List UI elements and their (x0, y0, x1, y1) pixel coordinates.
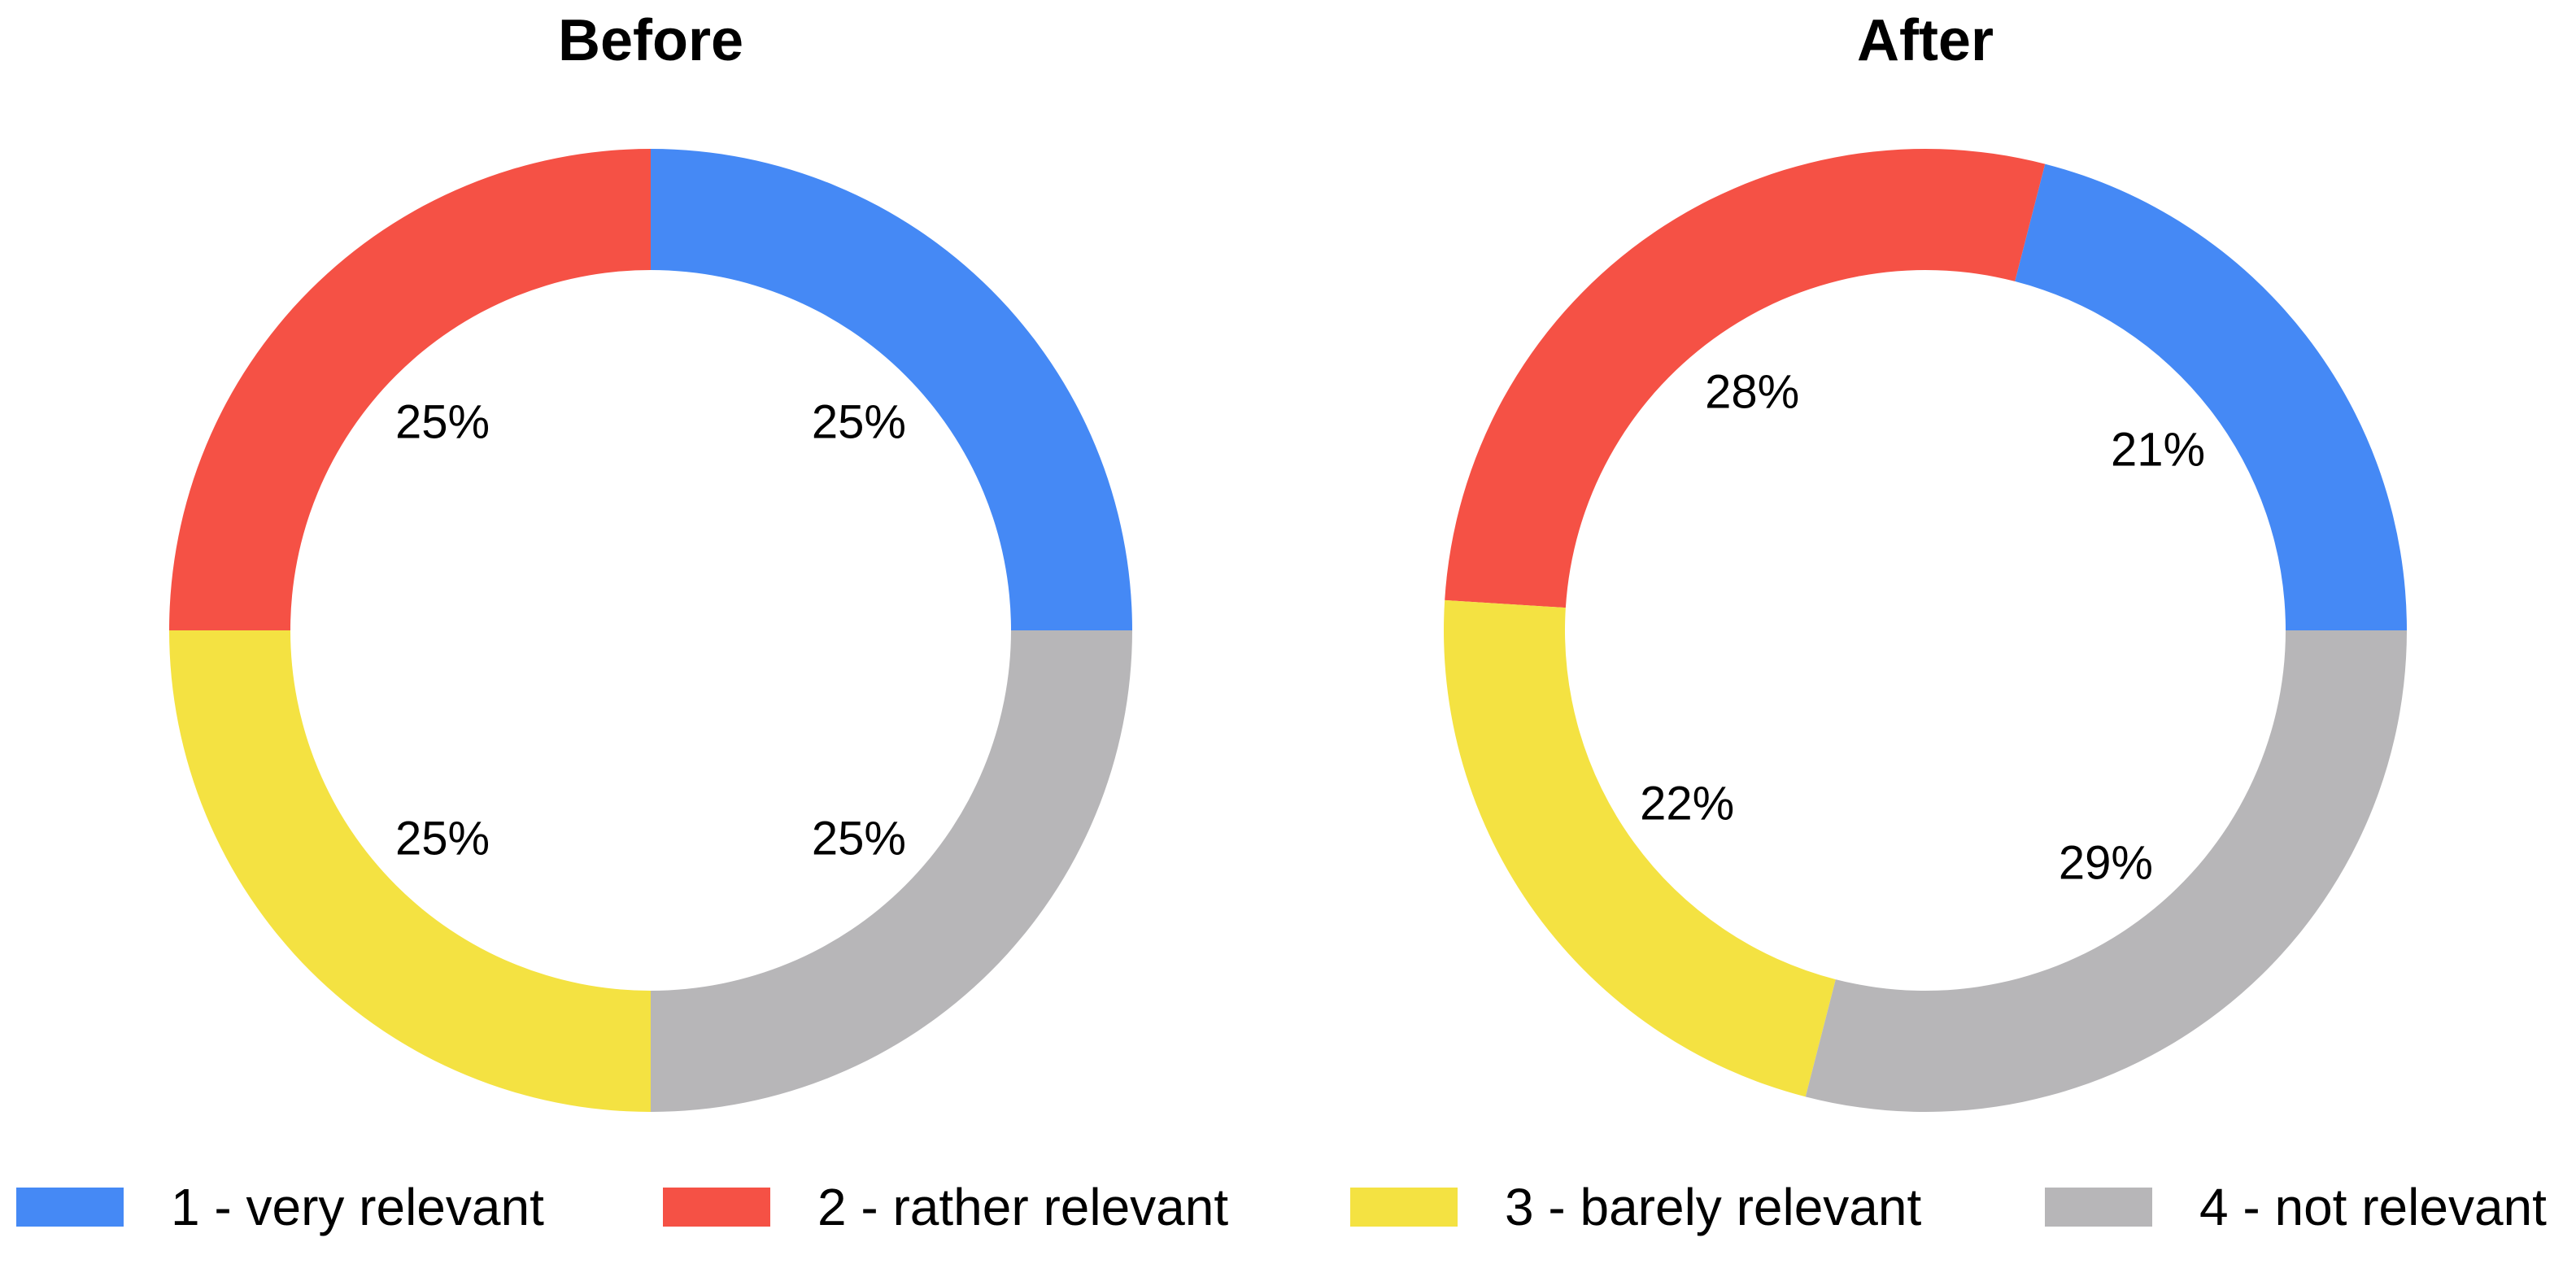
after-percent-labels: 21% 28% 22% 29% (1640, 366, 2205, 890)
after-slice-3-barely-relevant (1444, 599, 1836, 1097)
after-slices (1444, 149, 2407, 1113)
before-slices (169, 149, 1132, 1112)
legend-swatch (1350, 1188, 1458, 1227)
legend-swatch (2045, 1188, 2152, 1227)
after-slice-4-not-relevant (1805, 630, 2407, 1113)
legend-label: 4 - not relevant (2199, 1178, 2547, 1236)
legend-swatch (16, 1188, 124, 1227)
after-slice-2-rather-relevant (1445, 149, 2046, 608)
before-percent-label-4-not-relevant: 25% (812, 812, 906, 865)
legend-item-2-rather-relevant: 2 - rather relevant (663, 1178, 1228, 1236)
before-percent-label-1-very-relevant: 25% (812, 396, 906, 449)
legend-label: 1 - very relevant (171, 1178, 544, 1236)
before-donut-chart: Before 25% 25% 25% 25% (169, 8, 1132, 1112)
before-slice-3-barely-relevant (169, 630, 651, 1112)
legend-label: 3 - barely relevant (1505, 1178, 1921, 1236)
after-percent-label-2-rather-relevant: 28% (1705, 366, 1799, 419)
legend-item-1-very-relevant: 1 - very relevant (16, 1178, 544, 1236)
after-percent-label-3-barely-relevant: 22% (1640, 777, 1734, 830)
before-slice-4-not-relevant (651, 630, 1132, 1112)
legend-item-4-not-relevant: 4 - not relevant (2045, 1178, 2547, 1236)
before-percent-label-3-barely-relevant: 25% (395, 812, 490, 865)
legend-label: 2 - rather relevant (817, 1178, 1228, 1236)
before-slice-2-rather-relevant (169, 149, 651, 630)
legend-item-3-barely-relevant: 3 - barely relevant (1350, 1178, 1921, 1236)
after-donut-chart: After 21% 28% 22% 29% (1444, 8, 2407, 1113)
legend-swatch (663, 1188, 770, 1227)
legend: 1 - very relevant 2 - rather relevant 3 - … (16, 1178, 2547, 1236)
after-slice-1-very-relevant (2015, 163, 2407, 631)
before-slice-1-very-relevant (651, 149, 1132, 630)
after-percent-label-4-not-relevant: 29% (2059, 837, 2153, 890)
after-percent-label-1-very-relevant: 21% (2111, 424, 2205, 477)
before-chart-title: Before (558, 8, 743, 73)
before-percent-labels: 25% 25% 25% 25% (395, 396, 906, 865)
before-percent-label-2-rather-relevant: 25% (395, 396, 490, 449)
after-chart-title: After (1857, 8, 1994, 73)
